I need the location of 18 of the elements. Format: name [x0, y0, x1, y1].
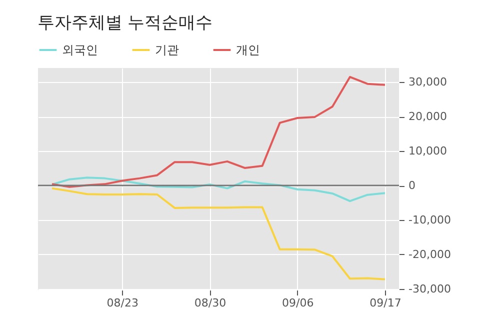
- y-tick-label: 20,000: [408, 110, 447, 124]
- legend-label: 외국인: [62, 43, 98, 57]
- x-tick-label: 08/23: [106, 296, 138, 310]
- x-tick-label: 09/17: [370, 296, 402, 310]
- x-tick-label: 09/06: [282, 296, 314, 310]
- y-tick-label: -20,000: [408, 248, 451, 261]
- x-tick-label: 08/30: [194, 296, 226, 310]
- chart-title: 투자주체별 누적순매수: [37, 13, 213, 33]
- y-tick-label: -10,000: [408, 214, 451, 227]
- line-series: [51, 176, 386, 202]
- y-tick-label: -30,000: [408, 282, 451, 296]
- line-series: [51, 187, 386, 280]
- y-tick-label: 30,000: [408, 76, 447, 89]
- y-tick-label: 0: [408, 179, 416, 192]
- legend-label: 기관: [155, 43, 179, 57]
- y-tick-label: 10,000: [408, 144, 447, 158]
- legend-label: 개인: [236, 43, 260, 57]
- line-series: [51, 76, 386, 188]
